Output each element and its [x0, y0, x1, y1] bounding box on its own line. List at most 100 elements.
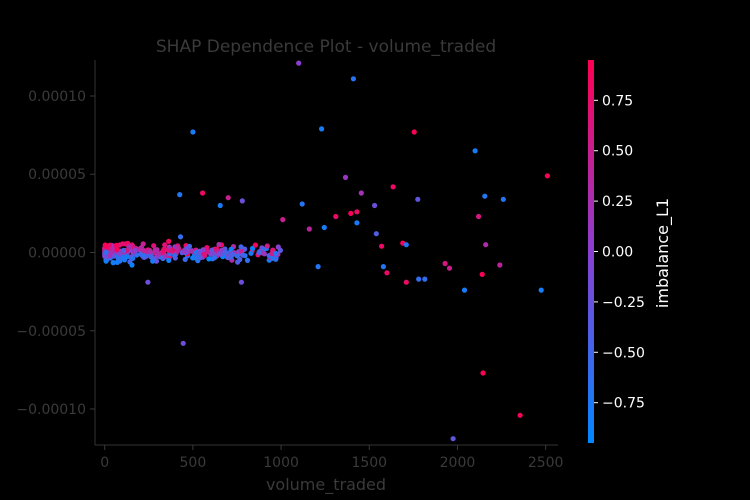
scatter-point: [141, 253, 147, 259]
scatter-point: [151, 243, 157, 249]
scatter-point: [358, 190, 364, 196]
scatter-point: [479, 271, 485, 277]
scatter-point: [181, 249, 188, 255]
scatter-point: [446, 265, 453, 271]
y-axis: 0.00010 0.00005 0.00000 −0.00005 −0.00010: [16, 89, 95, 418]
scatter-point: [102, 242, 108, 248]
x-tick-label: 500: [180, 455, 207, 471]
colorbar-tick-label: 0.25: [602, 194, 633, 210]
scatter-point: [205, 249, 211, 255]
scatter-point: [156, 251, 162, 257]
scatter-point: [163, 253, 169, 259]
scatter-point: [483, 242, 489, 248]
scatter-point: [109, 249, 115, 255]
scatter-point: [206, 256, 212, 262]
scatter-point: [216, 241, 222, 248]
scatter-point: [126, 244, 132, 250]
scatter-point: [476, 213, 482, 220]
scatter-point: [538, 287, 544, 293]
scatter-point: [422, 276, 428, 282]
scatter-point: [209, 247, 215, 253]
scatter-point: [480, 370, 486, 376]
scatter-point: [166, 257, 172, 263]
scatter-point: [379, 243, 385, 249]
scatter-point: [237, 256, 243, 263]
scatter-point: [252, 242, 258, 248]
scatter-point: [442, 260, 448, 267]
scatter-point: [166, 238, 172, 244]
x-axis: 0 500 1000 1500 2000 2500: [100, 445, 563, 471]
scatter-point: [372, 202, 378, 209]
scatter-point: [147, 249, 153, 255]
colorbar-tick-label: 0.50: [602, 144, 633, 160]
y-tick-label: −0.00005: [16, 324, 86, 340]
scatter-point: [172, 253, 178, 259]
plot-area: [94, 60, 558, 446]
scatter-point: [380, 264, 386, 270]
scatter-point: [161, 246, 167, 252]
scatter-point: [117, 251, 123, 257]
colorbar-tick-label: −0.25: [602, 295, 645, 311]
y-tick-label: 0.00000: [28, 246, 86, 262]
scatter-point: [415, 196, 421, 202]
colorbar-gradient: [588, 60, 594, 443]
scatter-point: [273, 250, 279, 256]
scatter-point: [113, 242, 119, 248]
scatter-point: [544, 173, 551, 179]
scatter-point: [107, 242, 113, 248]
scatter-point: [190, 129, 196, 135]
scatter-point: [197, 248, 203, 254]
chart-title: SHAP Dependence Plot - volume_traded: [156, 37, 496, 57]
x-tick-label: 0: [100, 455, 109, 471]
scatter-point: [450, 436, 456, 442]
scatter-point: [110, 260, 116, 266]
scatter-point: [416, 276, 422, 282]
scatter-point: [461, 287, 468, 293]
scatter-point: [270, 255, 276, 261]
scatter-point: [103, 258, 109, 264]
scatter-points: [102, 60, 551, 442]
scatter-point: [348, 210, 354, 216]
scatter-point: [121, 247, 127, 253]
scatter-point: [238, 279, 244, 285]
scatter-point: [403, 242, 409, 248]
scatter-point: [350, 76, 356, 82]
scatter-point: [210, 256, 216, 262]
scatter-point: [225, 195, 231, 201]
scatter-point: [152, 247, 158, 253]
scatter-point: [333, 213, 339, 220]
scatter-point: [167, 248, 173, 254]
x-tick-label: 2500: [528, 455, 564, 471]
scatter-point: [319, 126, 325, 132]
scatter-point: [296, 60, 302, 66]
scatter-point: [321, 224, 327, 231]
scatter-point: [130, 255, 136, 261]
scatter-point: [472, 148, 478, 154]
colorbar-tick-label: 0.00: [602, 245, 633, 261]
y-tick-label: 0.00005: [28, 167, 86, 183]
scatter-point: [411, 129, 417, 135]
scatter-point: [264, 243, 270, 249]
scatter-point: [354, 220, 360, 226]
scatter-point: [137, 246, 143, 252]
scatter-point: [238, 244, 244, 250]
scatter-point: [373, 231, 379, 237]
scatter-point: [517, 412, 523, 418]
colorbar-tick-label: 0.75: [602, 93, 633, 109]
scatter-point: [182, 256, 188, 262]
scatter-point: [248, 250, 254, 256]
scatter-point: [177, 192, 183, 198]
scatter-point: [114, 246, 120, 253]
scatter-point: [129, 262, 135, 268]
y-tick-label: 0.00010: [28, 89, 86, 105]
scatter-point: [202, 252, 208, 259]
colorbar: 0.75 0.50 0.25 0.00 −0.25 −0.50 −0.75 imbalanc…: [588, 60, 673, 443]
scatter-point: [180, 340, 186, 346]
x-tick-label: 2000: [440, 455, 476, 471]
scatter-point: [500, 196, 506, 202]
scatter-point: [145, 279, 151, 285]
scatter-point: [174, 245, 180, 251]
scatter-point: [114, 259, 120, 265]
scatter-point: [315, 264, 321, 270]
scatter-point: [230, 251, 236, 257]
